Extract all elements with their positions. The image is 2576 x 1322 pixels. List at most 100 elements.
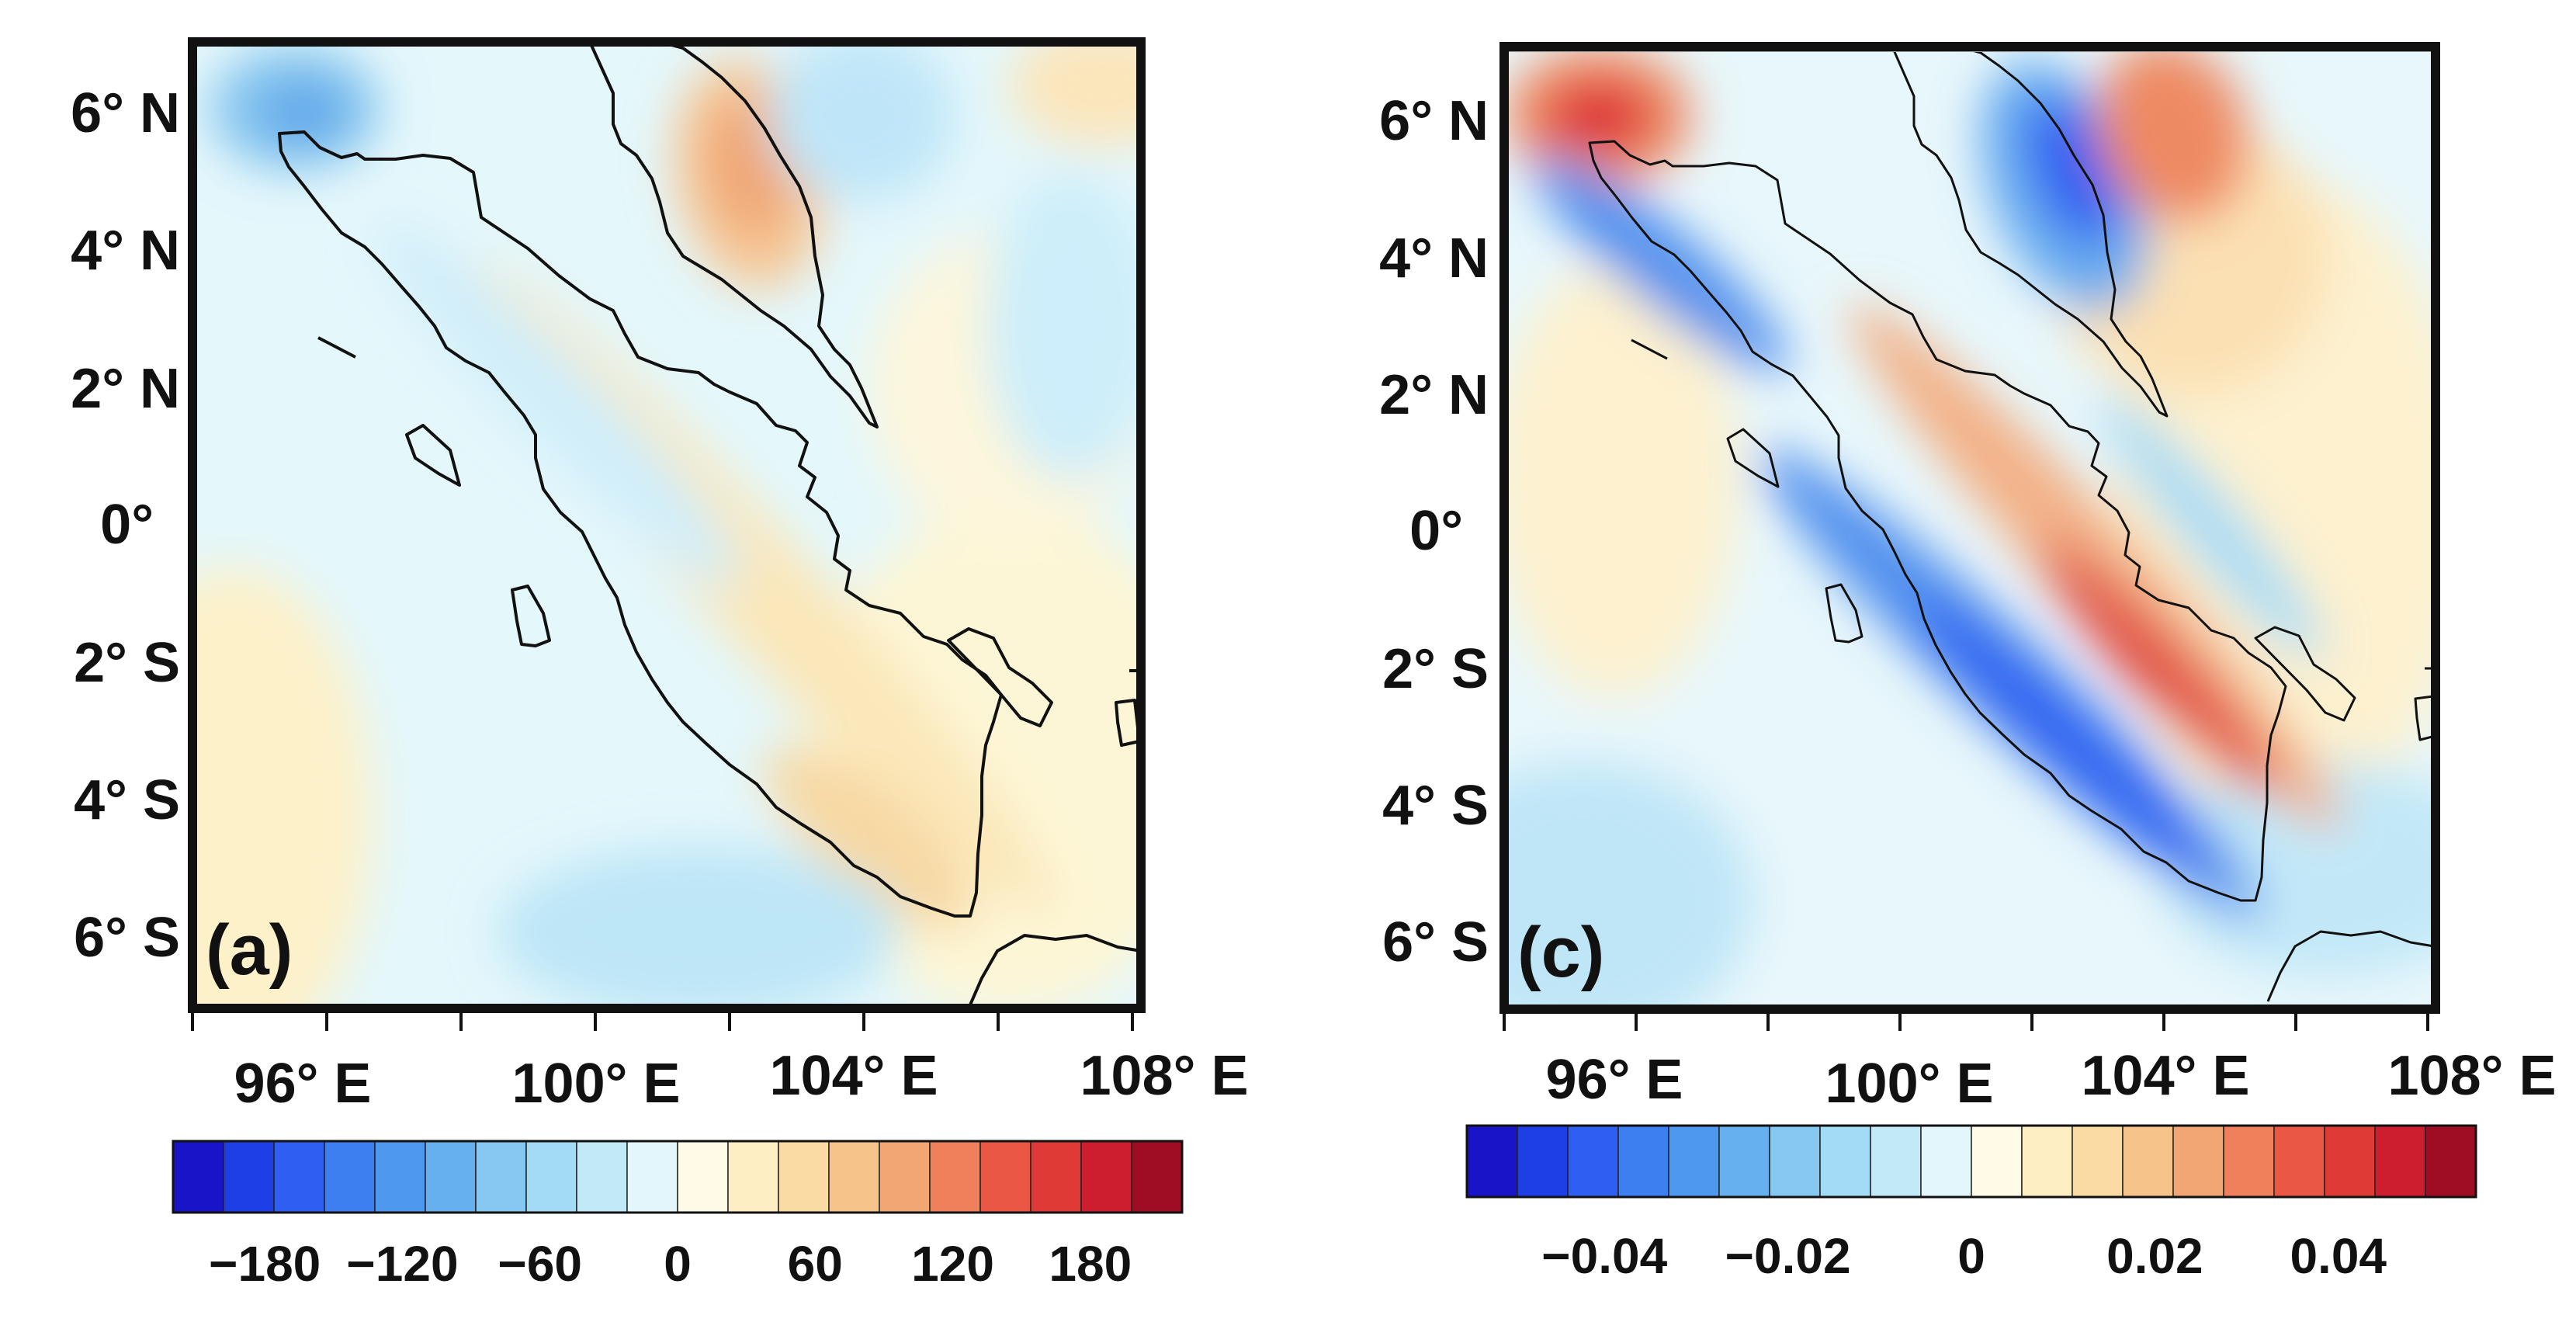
lat-axis-c: 6° N 4° N 2° N 0° 2° S 4° S 6° S — [1379, 90, 1489, 973]
coastline-c-sumatra — [1588, 140, 2287, 902]
colorbar-cell — [576, 1140, 628, 1213]
coastline-a-sumatra — [278, 130, 1003, 918]
lon-label-c: 96° E — [1546, 1049, 1683, 1111]
lon-label-a: 96° E — [234, 1053, 372, 1115]
colorbar-cell — [677, 1140, 729, 1213]
colorbar-cell — [1668, 1125, 1720, 1198]
coastline-c-simeulue — [1631, 338, 1668, 360]
colorbar-cell — [2223, 1125, 2275, 1198]
colorbar-cell — [1567, 1125, 1619, 1198]
lon-label-c: 104° E — [2082, 1045, 2250, 1107]
lat-label-c: 2° N — [1379, 364, 1489, 426]
colorbar-a-ticks: −180 −120 −60 0 60 120 180 — [209, 1236, 1132, 1292]
coastline-a-simeulue — [317, 336, 356, 359]
lat-label-a: 2° S — [74, 632, 180, 694]
colorbar-tick-label: −60 — [498, 1236, 582, 1292]
lat-label-c: 6° S — [1382, 911, 1489, 973]
lat-label-a: 6° N — [71, 82, 180, 144]
colorbar-tick-label: 60 — [788, 1236, 843, 1292]
colorbar-tick-label: 180 — [1049, 1236, 1132, 1292]
contour-a-cold-south — [497, 846, 900, 1008]
colorbar-cell — [929, 1140, 981, 1213]
colorbar-cell — [1080, 1140, 1132, 1213]
lat-label-a: 6° S — [74, 907, 180, 969]
lat-label-c: 4° N — [1379, 227, 1489, 290]
lat-label-a: 4° S — [74, 769, 180, 831]
colorbar-a-cells — [172, 1140, 1184, 1214]
contour-c-warm-northwest-core — [1545, 82, 1653, 151]
contour-a-cold-east — [986, 171, 1141, 481]
colorbar-tick-label: 120 — [911, 1236, 994, 1292]
colorbar-cell — [1617, 1125, 1669, 1198]
contour-c-warm-ridge-core — [2039, 541, 2276, 794]
colorbar-cell — [1870, 1125, 1922, 1198]
lon-axis-c: 96° E 100° E 104° E 108° E — [1546, 1045, 2557, 1115]
coastline-a-belitung — [1115, 699, 1141, 747]
contour-a-warm-top-right — [1009, 42, 1141, 147]
colorbar-cell — [1920, 1125, 1972, 1198]
colorbar-cell — [475, 1140, 527, 1213]
contour-c-warm-peninsula-east — [2096, 47, 2250, 224]
colorbar-cell — [324, 1140, 376, 1213]
colorbar-tick-label: −0.02 — [1725, 1228, 1851, 1284]
colorbar-outline — [172, 1140, 1184, 1214]
contour-c-cold-southwest — [1504, 761, 1754, 1009]
lat-label-c: 4° S — [1382, 775, 1489, 837]
contour-c-cold-southeast — [2158, 761, 2436, 978]
lon-label-a: 104° E — [770, 1045, 938, 1107]
contour-a-cold-north — [768, 42, 955, 202]
colorbar-cell — [2072, 1125, 2124, 1198]
colorbar-c-cells — [1465, 1124, 2477, 1199]
lon-ticks-c — [1503, 1014, 2429, 1031]
lat-label-c: 2° S — [1382, 638, 1489, 700]
lon-label-c: 100° E — [1825, 1053, 1994, 1115]
lat-label-c: 6° N — [1379, 90, 1489, 152]
coastline-a-bangka — [947, 627, 1053, 727]
colorbar-cell — [1131, 1140, 1183, 1213]
lon-label-a: 108° E — [1080, 1045, 1249, 1107]
colorbar-tick-label: 0 — [1957, 1228, 1985, 1284]
colorbar-cell — [979, 1140, 1031, 1213]
lat-axis-a: 6° N 4° N 2° N 0° 2° S 4° S 6° S — [71, 82, 180, 969]
coastline-c-belitung — [2414, 695, 2436, 741]
lon-label-c: 108° E — [2388, 1045, 2557, 1107]
lon-label-a: 100° E — [512, 1053, 681, 1115]
colorbar-cell — [172, 1140, 224, 1213]
colorbar-cell — [273, 1140, 325, 1213]
colorbar-cell — [2374, 1125, 2426, 1198]
map-c-field — [1504, 47, 2436, 1009]
colorbar-cell — [1769, 1125, 1821, 1198]
map-a-field — [192, 42, 1141, 1008]
colorbar-tick-label: 0.04 — [2290, 1228, 2387, 1284]
colorbar-cell — [828, 1140, 880, 1213]
colorbar-cell — [2425, 1125, 2477, 1198]
panel-label-a: (a) — [206, 911, 293, 990]
contour-c-cold-inland — [2099, 395, 2325, 661]
coastline-c-island-2 — [1825, 583, 1864, 644]
contour-a-cold-ridge — [375, 220, 743, 588]
lat-label-a: 2° N — [71, 358, 180, 420]
colorbar-tick-label: 0.02 — [2106, 1228, 2203, 1284]
coastline-c-island-1 — [1726, 428, 1780, 488]
contour-c-cold-band-north — [1534, 155, 1788, 373]
lat-label-a: 0° — [100, 494, 154, 556]
lon-axis-a: 96° E 100° E 104° E 108° E — [234, 1045, 1249, 1115]
map-a-frame — [188, 37, 1146, 1013]
colorbar-outline — [1465, 1124, 2477, 1199]
contour-c-cold-peninsula-core — [2026, 97, 2119, 245]
coastline-c-java — [2266, 930, 2435, 1002]
colorbar-cell — [778, 1140, 830, 1213]
panel-label-c: (c) — [1517, 913, 1604, 992]
colorbar-cell — [1466, 1125, 1518, 1198]
map-a-contours — [192, 42, 1141, 1008]
colorbar-cell — [727, 1140, 779, 1213]
colorbar-tick-label: −180 — [209, 1236, 321, 1292]
coastline-a-island-2 — [511, 585, 551, 647]
contour-c-warm-west — [1504, 264, 1739, 699]
coastline-c-peninsula — [1891, 47, 2169, 418]
contour-c-cold-coastal-core — [1916, 598, 2214, 877]
lon-ticks-a — [191, 1013, 1134, 1031]
coastline-a-island-1 — [405, 424, 461, 487]
colorbar-tick-label: −0.04 — [1541, 1228, 1667, 1284]
colorbar-cell — [2273, 1125, 2325, 1198]
